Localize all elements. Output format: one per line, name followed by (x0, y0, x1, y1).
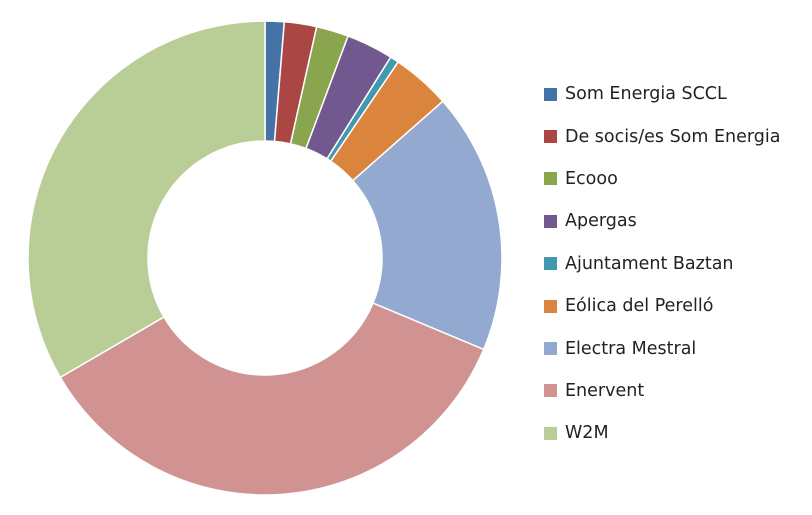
legend-item-2: De socis/es Som Energia (544, 115, 806, 157)
legend-item-3: Ecooo (544, 158, 806, 200)
legend-swatch (544, 426, 557, 440)
legend-swatch (544, 214, 557, 228)
donut-slice-8 (59, 302, 485, 496)
legend-item-5: Ajuntament Baztan (544, 243, 806, 285)
legend-swatch (544, 299, 557, 313)
legend-label: W2M (565, 423, 609, 444)
legend-swatch (544, 172, 557, 186)
donut-slice-9 (27, 20, 266, 379)
legend-item-9: W2M (544, 412, 806, 454)
legend-item-6: Eólica del Perelló (544, 285, 806, 327)
legend-item-4: Apergas (544, 200, 806, 242)
legend-item-1: Som Energia SCCL (544, 73, 806, 115)
legend-item-7: Electra Mestral (544, 327, 806, 369)
legend-swatch (544, 130, 557, 144)
legend-label: De socis/es Som Energia (565, 126, 781, 147)
donut-slice-7 (352, 100, 503, 351)
legend-item-8: Enervent (544, 370, 806, 412)
legend-label: Som Energia SCCL (565, 84, 727, 105)
legend-label: Electra Mestral (565, 338, 697, 359)
legend-swatch (544, 257, 557, 271)
legend-label: Enervent (565, 380, 645, 401)
legend-label: Ajuntament Baztan (565, 253, 734, 274)
legend-label: Eólica del Perelló (565, 296, 714, 317)
legend-swatch (544, 384, 557, 398)
legend-swatch (544, 342, 557, 356)
legend-label: Ecooo (565, 168, 618, 189)
donut-chart (27, 20, 503, 496)
legend-swatch (544, 87, 557, 101)
legend-label: Apergas (565, 211, 637, 232)
chart-legend: Som Energia SCCL De socis/es Som Energia E… (544, 73, 806, 455)
